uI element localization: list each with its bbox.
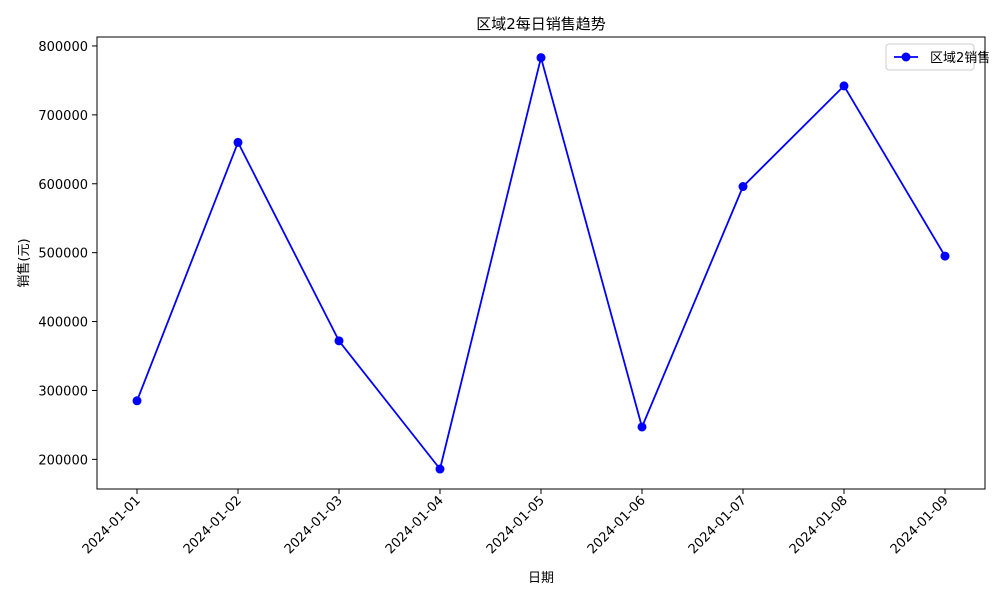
- legend-frame: [885, 43, 975, 71]
- y-axis-title: 销售(元): [16, 238, 32, 287]
- data-point: [132, 396, 142, 406]
- legend-label: 区域2销售: [930, 50, 990, 66]
- legend-marker-swatch: [901, 52, 911, 62]
- data-point: [435, 464, 445, 474]
- legend: 区域2销售: [885, 43, 990, 71]
- y-tick-label: 800000: [38, 40, 88, 55]
- chart-title: 区域2每日销售趋势: [476, 15, 606, 33]
- y-tick-label: 600000: [38, 178, 88, 193]
- data-point: [334, 336, 344, 346]
- y-tick-label: 700000: [38, 109, 88, 124]
- data-point: [940, 251, 950, 261]
- x-axis-title: 日期: [528, 571, 554, 586]
- data-point: [536, 53, 546, 63]
- y-tick-label: 500000: [38, 247, 88, 262]
- data-point: [233, 137, 243, 147]
- data-point: [738, 182, 748, 192]
- y-tick-label: 300000: [38, 384, 88, 399]
- data-point: [637, 422, 647, 432]
- y-tick-label: 400000: [38, 316, 88, 331]
- y-tick-label: 200000: [38, 453, 88, 468]
- data-point: [839, 81, 849, 91]
